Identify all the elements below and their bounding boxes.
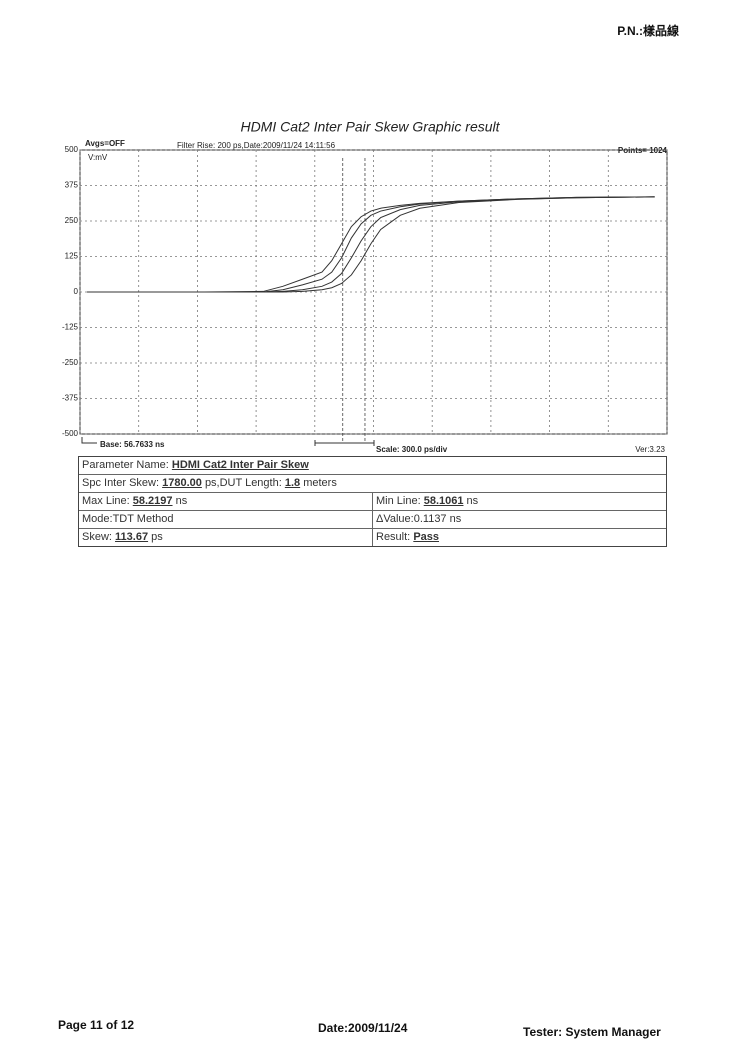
annotation: Scale: 300.0 ps/div xyxy=(376,445,448,454)
y-tick-label: 500 xyxy=(65,145,79,154)
annotation: Filter Rise: 200 ps,Date:2009/11/24 14:1… xyxy=(177,141,336,150)
unit: ns xyxy=(175,495,188,507)
cell: Mode:TDT Method xyxy=(82,513,174,525)
unit: ps xyxy=(151,531,163,543)
cell: Parameter Name: HDMI Cat2 Inter Pair Ske… xyxy=(79,457,666,474)
y-axis-unit: V:mV xyxy=(88,153,108,162)
value: 1.8 xyxy=(284,477,301,489)
table-row: Parameter Name: HDMI Cat2 Inter Pair Ske… xyxy=(79,457,666,474)
result-table: Parameter Name: HDMI Cat2 Inter Pair Ske… xyxy=(78,456,667,547)
table-row: Mode:TDT Method ΔValue:0.1137 ns xyxy=(79,510,666,528)
cell: Result: Pass xyxy=(372,529,666,546)
y-tick-label: 125 xyxy=(65,252,79,261)
y-tick-label: 375 xyxy=(65,181,79,190)
cell: Max Line: 58.2197 ns xyxy=(79,493,372,510)
value: 113.67 xyxy=(115,531,149,543)
table-row: Skew: 113.67 ps Result: Pass xyxy=(79,528,666,546)
cell: Min Line: 58.1061 ns xyxy=(372,493,666,510)
chart-title: HDMI Cat2 Inter Pair Skew Graphic result xyxy=(240,119,500,135)
part-number: P.N.:樣品線 xyxy=(617,24,679,38)
unit: ns xyxy=(466,495,479,507)
unit: meters xyxy=(303,477,337,489)
label: Skew: xyxy=(82,531,112,543)
scale-bracket xyxy=(314,440,375,446)
y-tick-label: 0 xyxy=(74,287,79,296)
y-tick-label: -375 xyxy=(62,394,79,403)
label: Parameter Name: xyxy=(82,459,169,471)
cell: Skew: 113.67 ps xyxy=(79,529,372,546)
label: Result: xyxy=(376,531,411,543)
y-tick-label: -500 xyxy=(62,429,79,438)
tester: Tester: System Manager xyxy=(523,1025,661,1039)
y-tick-label: -125 xyxy=(62,323,79,332)
y-tick-label: -250 xyxy=(62,358,79,367)
waveform xyxy=(87,196,655,293)
unit: ps,DUT Length: xyxy=(204,477,282,489)
annotation: Points= 1024 xyxy=(618,146,668,155)
label: Max Line: xyxy=(82,495,130,507)
value: 1780.00 xyxy=(162,477,202,489)
date: Date:2009/11/24 xyxy=(318,1021,408,1035)
label: Spc Inter Skew: xyxy=(82,477,160,489)
value: 58.1061 xyxy=(423,495,464,507)
base-bracket xyxy=(81,437,97,444)
cell: ΔValue:0.1137 ns xyxy=(372,511,666,528)
annotation: Base: 56.7633 ns xyxy=(100,440,165,449)
value: HDMI Cat2 Inter Pair Skew xyxy=(171,459,309,471)
table-row: Max Line: 58.2197 ns Min Line: 58.1061 n… xyxy=(79,492,666,510)
page-number: Page 11 of 12 xyxy=(58,1018,135,1032)
label: Min Line: xyxy=(376,495,421,507)
annotation: Avgs=OFF xyxy=(85,139,125,148)
y-tick-label: 250 xyxy=(65,216,79,225)
value: Pass xyxy=(413,531,440,543)
annotation: Ver:3.23 xyxy=(635,445,665,454)
table-row: Spc Inter Skew: 1780.00 ps,DUT Length: 1… xyxy=(79,474,666,492)
value: 58.2197 xyxy=(132,495,173,507)
cell: Spc Inter Skew: 1780.00 ps,DUT Length: 1… xyxy=(79,475,666,492)
